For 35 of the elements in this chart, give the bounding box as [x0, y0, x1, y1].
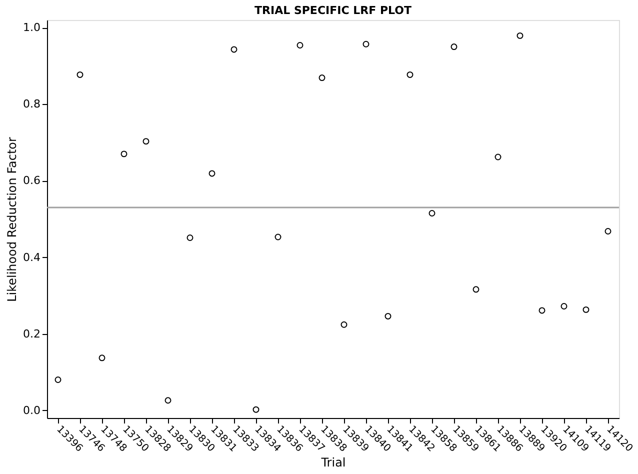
point — [274, 234, 282, 240]
point — [362, 40, 370, 48]
point — [384, 312, 392, 320]
x-axis-title: Trial — [320, 456, 346, 470]
point — [450, 44, 458, 50]
point — [230, 46, 238, 53]
y-tick-label: 1.0 — [23, 21, 40, 34]
point — [406, 71, 414, 78]
point — [208, 170, 216, 177]
point — [428, 210, 436, 216]
point — [252, 406, 260, 413]
point — [494, 154, 502, 160]
point — [516, 32, 524, 39]
point — [604, 228, 612, 234]
point — [318, 74, 326, 82]
point — [538, 307, 546, 314]
point — [340, 321, 348, 328]
point — [54, 376, 62, 383]
y-tick-label: 0.8 — [23, 98, 40, 111]
point — [296, 42, 304, 48]
point — [164, 397, 172, 404]
point — [582, 306, 590, 313]
y-tick-label: 0.4 — [23, 250, 40, 264]
point — [186, 234, 194, 241]
chart-title: TRIAL SPECIFIC LRF PLOT — [254, 4, 412, 17]
point — [98, 354, 106, 362]
y-tick-label: 0.2 — [23, 327, 40, 340]
point — [472, 286, 480, 293]
point — [76, 71, 84, 78]
y-axis-title: Likelihood Reduction Factor — [5, 137, 20, 302]
point — [120, 150, 128, 158]
y-tick-label: 0.6 — [23, 174, 40, 188]
point — [142, 138, 150, 145]
point — [560, 303, 568, 310]
y-tick-label: 0.0 — [23, 404, 40, 417]
